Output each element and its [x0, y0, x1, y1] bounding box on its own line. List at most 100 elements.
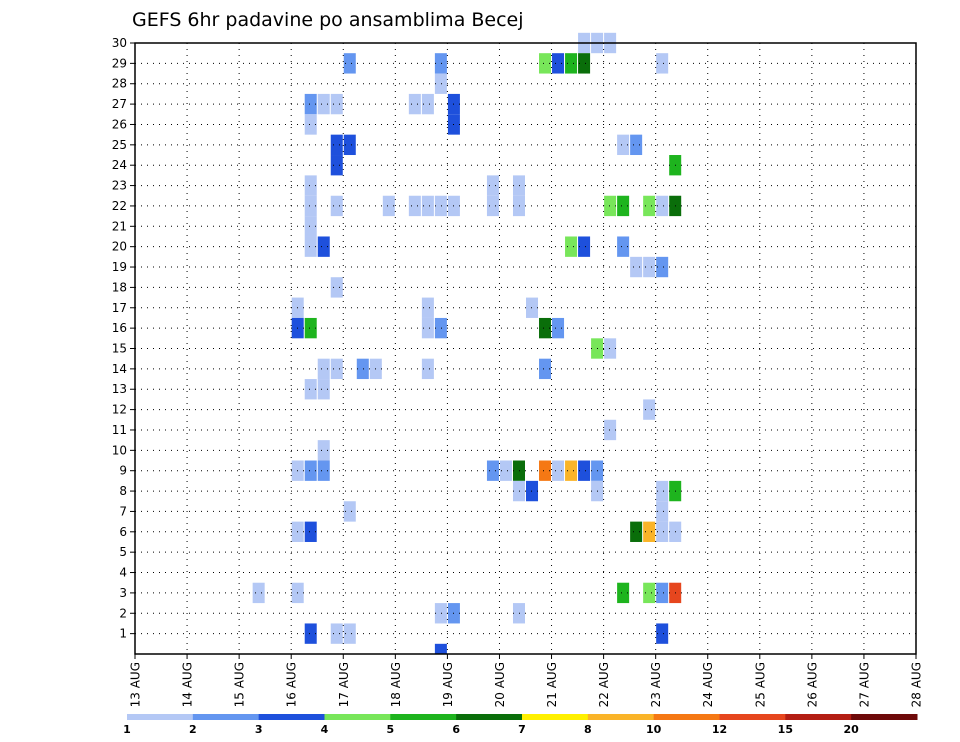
heatmap-cell	[304, 236, 317, 257]
grid-lines	[135, 42, 916, 654]
colorbar-label: 7	[518, 723, 526, 736]
heatmap-cell	[552, 317, 565, 339]
heatmap-cell	[304, 379, 317, 400]
colorbar-label: 20	[844, 723, 860, 736]
heatmap-cell	[512, 460, 525, 481]
heatmap-cell	[617, 195, 630, 217]
y-axis-ticks: 1234567891011121314151617181920212223242…	[112, 36, 135, 641]
x-tick-label: 27 AUG	[857, 662, 871, 707]
heatmap-cell	[643, 256, 656, 278]
heatmap-cell	[434, 73, 447, 94]
x-axis-ticks: 13 AUG 14 AUG 15 AUG 16 AUG 17 AUG 18 AUG 19 A…	[129, 654, 924, 707]
heatmap-cell	[643, 399, 656, 420]
y-tick-label: 9	[119, 464, 127, 478]
colorbar-swatch	[522, 714, 589, 720]
heatmap-cell	[408, 195, 421, 217]
heatmap-cell	[304, 114, 317, 135]
y-tick-label: 30	[112, 36, 127, 50]
y-tick-label: 25	[112, 138, 127, 152]
heatmap-cell	[317, 379, 330, 400]
heatmap-cell	[643, 195, 656, 217]
colorbar-swatch	[719, 714, 786, 720]
heatmap-cell	[382, 195, 395, 217]
colorbar-swatch	[390, 714, 457, 720]
heatmap-cell	[604, 195, 617, 217]
heatmap-cell	[617, 134, 630, 156]
x-tick-label: 24 AUG	[701, 662, 715, 707]
heatmap-cell	[656, 521, 669, 542]
y-tick-label: 1	[119, 627, 127, 641]
heatmap-cell	[512, 175, 525, 196]
heatmap-cell	[304, 460, 317, 481]
colorbar-swatch	[785, 714, 852, 720]
heatmap-cell	[565, 53, 578, 74]
heatmap-cell	[317, 440, 330, 461]
heatmap-cell	[526, 297, 539, 318]
y-tick-label: 21	[112, 219, 127, 233]
y-tick-label: 5	[119, 545, 127, 559]
colorbar-swatch	[653, 714, 720, 720]
heatmap-cell	[304, 317, 317, 339]
heatmap-cell	[330, 155, 343, 176]
colorbar-swatch	[851, 714, 918, 720]
heatmap-cell	[330, 93, 343, 115]
colorbar-swatch	[192, 714, 260, 720]
heatmap-cell	[656, 623, 669, 644]
y-tick-label: 24	[112, 158, 127, 172]
colorbar-label: 4	[321, 723, 329, 736]
y-tick-label: 19	[112, 260, 127, 274]
heatmap-cell	[434, 643, 447, 654]
heatmap-cell	[578, 53, 591, 74]
heatmap-cell	[565, 460, 578, 481]
heatmap-cell	[317, 358, 330, 380]
chart-title: GEFS 6hr padavine po ansamblima Becej	[132, 9, 524, 31]
heatmap-cell	[330, 134, 343, 156]
heatmap-cells	[252, 32, 682, 654]
heatmap-cell	[421, 93, 434, 115]
heatmap-cell	[552, 53, 565, 74]
heatmap-cell	[304, 216, 317, 237]
heatmap-cell	[421, 358, 434, 380]
y-tick-label: 7	[119, 504, 127, 518]
heatmap-cell	[552, 460, 565, 481]
heatmap-cell	[643, 521, 656, 542]
colorbar-label: 1	[123, 723, 131, 736]
colorbar-label: 3	[255, 723, 263, 736]
heatmap-cell	[330, 195, 343, 217]
colorbar-label: 15	[778, 723, 793, 736]
y-tick-label: 23	[112, 179, 127, 193]
heatmap-cell	[486, 460, 499, 481]
y-tick-label: 16	[112, 321, 127, 335]
x-tick-label: 13 AUG	[129, 662, 143, 707]
y-tick-label: 20	[112, 240, 127, 254]
heatmap-cell	[330, 358, 343, 380]
colorbar-label: 10	[646, 723, 662, 736]
heatmap-cell	[304, 175, 317, 196]
colorbar-label: 2	[189, 723, 197, 736]
heatmap-cell	[434, 317, 447, 339]
heatmap-cell	[434, 195, 447, 217]
heatmap-cell	[526, 480, 539, 502]
heatmap-cell	[630, 256, 643, 278]
heatmap-cell	[304, 521, 317, 542]
colorbar-swatch	[587, 714, 655, 720]
heatmap-cell	[421, 195, 434, 217]
y-tick-label: 2	[119, 606, 127, 620]
x-tick-label: 22 AUG	[597, 662, 611, 707]
heatmap-cell	[486, 175, 499, 196]
x-tick-label: 21 AUG	[545, 662, 559, 707]
heatmap-cell	[408, 93, 421, 115]
heatmap-cell	[421, 317, 434, 339]
heatmap-cell	[434, 53, 447, 74]
colorbar-swatch	[127, 714, 194, 720]
x-tick-label: 17 AUG	[337, 662, 351, 707]
y-tick-label: 8	[119, 484, 127, 498]
x-tick-label: 14 AUG	[181, 662, 195, 707]
x-tick-label: 19 AUG	[441, 662, 455, 707]
heatmap-cell	[656, 582, 669, 604]
heatmap-cell	[656, 501, 669, 522]
heatmap-cell	[656, 256, 669, 278]
colorbar-swatch	[258, 714, 325, 720]
x-tick-label: 20 AUG	[493, 662, 507, 707]
heatmap-cell	[486, 195, 499, 217]
